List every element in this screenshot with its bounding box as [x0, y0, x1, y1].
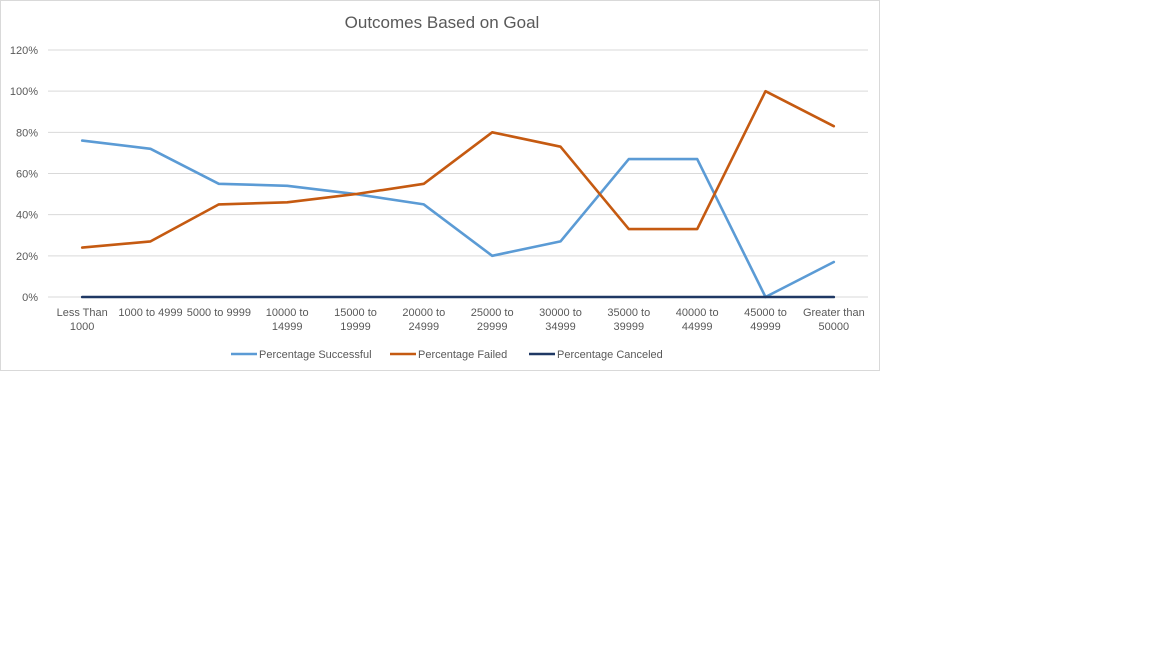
y-tick-label: 80% [16, 127, 38, 139]
x-tick-label: 40000 to 44999 [676, 307, 719, 333]
x-tick-label: 15000 to 19999 [334, 307, 377, 333]
y-tick-label: 60% [16, 169, 38, 181]
y-tick-label: 120% [10, 45, 38, 57]
y-tick-label: 20% [16, 251, 38, 263]
y-tick-label: 40% [16, 210, 38, 222]
x-tick-label: 45000 to 49999 [744, 307, 787, 333]
x-tick-label: 1000 to 4999 [118, 307, 182, 319]
x-tick-label: 35000 to 39999 [607, 307, 650, 333]
y-axis-tick-labels: 0% 20% 40% 60% 80% 100% 120% [10, 45, 38, 304]
x-tick-label: Less Than 1000 [57, 307, 108, 333]
line-chart: Outcomes Based on Goal 0% 20% 40% 60% 80% 100… [10, 13, 868, 361]
x-tick-label: 20000 to 24999 [402, 307, 445, 333]
x-tick-label: 5000 to 9999 [187, 307, 251, 319]
y-tick-label: 0% [22, 292, 38, 304]
chart-title: Outcomes Based on Goal [345, 13, 540, 32]
legend-entry: Percentage Successful [259, 349, 372, 361]
x-tick-label: 25000 to 29999 [471, 307, 514, 333]
x-tick-label: 10000 to 14999 [266, 307, 309, 333]
series-lines [80, 89, 836, 299]
legend-entry: Percentage Failed [418, 349, 507, 361]
gridlines [48, 49, 868, 298]
legend-entry: Percentage Canceled [557, 349, 663, 361]
series-line-percentage-failed [80, 89, 836, 249]
x-axis-tick-labels: Less Than 1000 1000 to 4999 5000 to 9999 100… [57, 307, 865, 333]
y-tick-label: 100% [10, 86, 38, 98]
series-line-percentage-successful [80, 139, 836, 299]
chart-frame: Outcomes Based on Goal 0% 20% 40% 60% 80% 100… [0, 0, 880, 371]
x-tick-label: Greater than 50000 [803, 307, 865, 333]
x-tick-label: 30000 to 34999 [539, 307, 582, 333]
legend: Percentage Successful Percentage Failed Pe… [231, 349, 663, 361]
